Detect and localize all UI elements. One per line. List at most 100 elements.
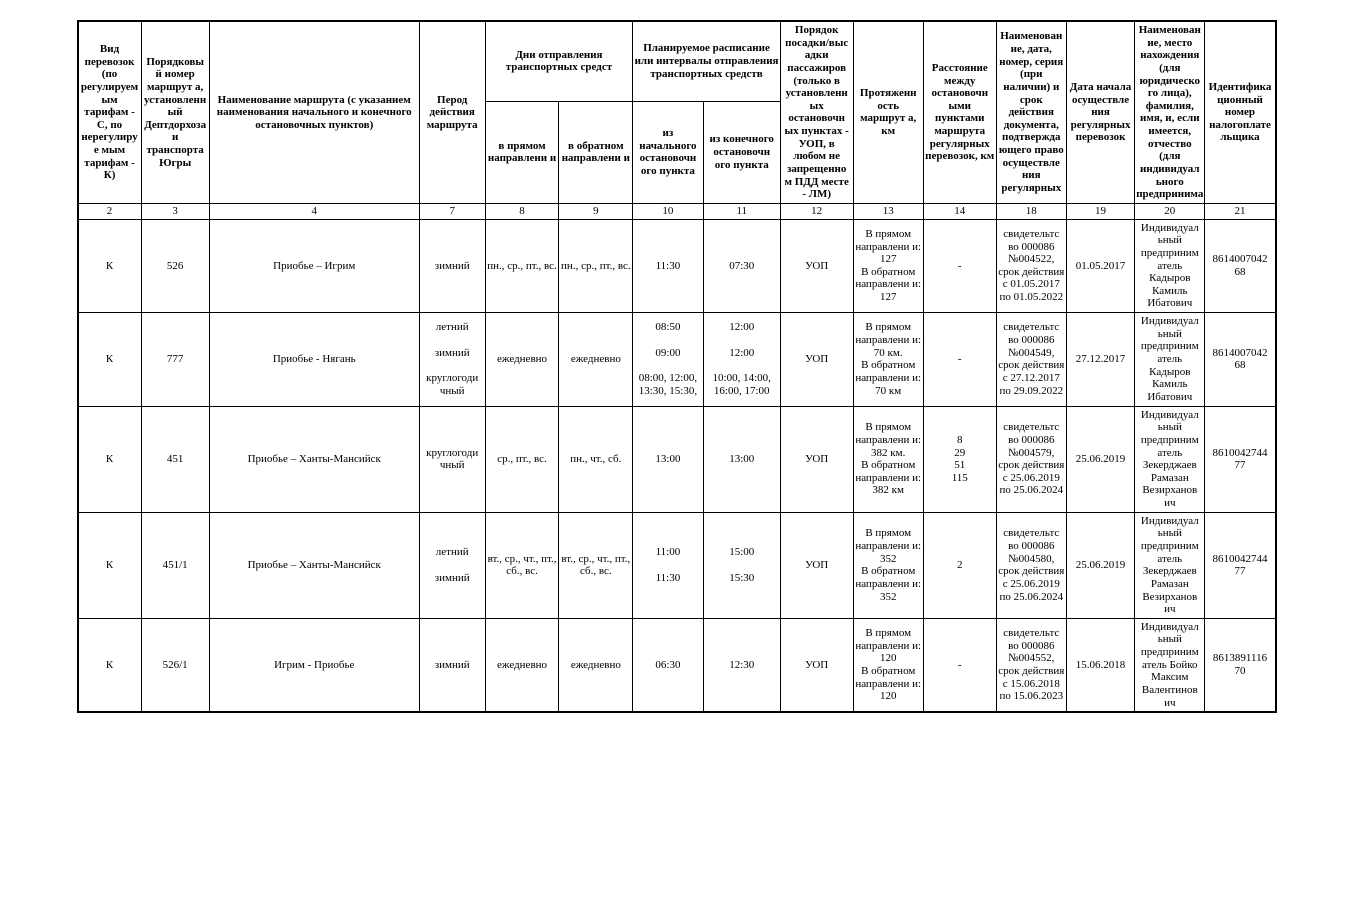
cell-c9: ежедневно [559,313,633,406]
hdr-col18: Наименован ие, дата, номер, серия (при н… [996,21,1066,203]
cell-c18: свидетельтс во 000086 №004552, срок дейс… [996,618,1066,712]
table-row: К451/1Приобье – Ханты-Мансийсклетний зим… [78,512,1276,618]
cell-c13: В прямом направлени и: 382 км. В обратно… [853,406,923,512]
cell-c11: 13:00 [703,406,780,512]
cell-text: 8614007042 68 [1212,347,1267,372]
cell-c12: УОП [780,406,853,512]
num-c19: 19 [1066,203,1134,219]
cell-text: В прямом направлени и: 127 В обратном на… [855,228,921,303]
cell-c20: Индивидуал ьный предприним атель Кадыров… [1135,219,1205,312]
num-c20: 20 [1135,203,1205,219]
column-number-row: 2 3 4 7 8 9 10 11 12 13 14 18 19 20 21 [78,203,1276,219]
cell-text: 25.06.2019 [1076,453,1126,465]
cell-text: УОП [805,559,828,571]
cell-text: ежедневно [497,659,547,671]
cell-c7: летний зимний круглогоди чный [419,313,485,406]
hdr-col20: Наименован ие, место нахождения (для юри… [1135,21,1205,203]
hdr-col8: в прямом направлени и [485,101,559,203]
cell-c11: 12:30 [703,618,780,712]
cell-c9: вт., ср., чт., пт., сб., вс. [559,512,633,618]
hdr-col10: из начального остановочн ого пункта [633,101,703,203]
hdr-col8-9-top: Дни отправления транспортных средст [485,21,633,101]
table-row: К451Приобье – Ханты-Мансийсккруглогоди ч… [78,406,1276,512]
cell-text: 07:30 [729,260,754,272]
cell-c14: 2 [923,512,996,618]
cell-c4: Приобье – Игрим [209,219,419,312]
num-c4: 4 [209,203,419,219]
cell-text: 777 [167,353,184,365]
cell-c21: 8614007042 68 [1205,313,1276,406]
cell-text: 526 [167,260,184,272]
cell-c12: УОП [780,219,853,312]
cell-text: В прямом направлени и: 352 В обратном на… [855,527,921,602]
hdr-col11: из конечного остановочн ого пункта [703,101,780,203]
cell-c13: В прямом направлени и: 70 км. В обратном… [853,313,923,406]
cell-c2: К [78,219,142,312]
hdr-col2: Вид перевозок (по регулируем ым тарифам … [78,21,142,203]
cell-text: круглогоди чный [426,447,478,472]
cell-c20: Индивидуал ьный предприним атель Зекердж… [1135,406,1205,512]
cell-c3: 526 [141,219,209,312]
cell-c13: В прямом направлени и: 352 В обратном на… [853,512,923,618]
cell-text: 08:50 09:00 08:00, 12:00, 13:30, 15:30, [639,321,697,396]
cell-text: В прямом направлени и: 70 км. В обратном… [855,321,921,396]
cell-text: Приобье – Игрим [273,260,355,272]
cell-text: Индивидуал ьный предприним атель Кадыров… [1141,222,1199,310]
cell-c19: 25.06.2019 [1066,512,1134,618]
hdr-col21: Идентифика ционный номер налогоплате льщ… [1205,21,1276,203]
cell-text: В прямом направлени и: 120 В обратном на… [855,627,921,702]
cell-text: УОП [805,260,828,272]
cell-c20: Индивидуал ьный предприним атель Кадыров… [1135,313,1205,406]
cell-text: зимний [435,260,470,272]
cell-text: 2 [957,559,963,571]
cell-c14: - [923,219,996,312]
cell-text: 15:00 15:30 [729,546,754,583]
hdr-col7: Перод действия маршрута [419,21,485,203]
cell-c10: 13:00 [633,406,703,512]
cell-text: 451 [167,453,184,465]
num-c10: 10 [633,203,703,219]
cell-c9: пн., ср., пт., вс. [559,219,633,312]
cell-c11: 12:00 12:00 10:00, 14:00, 16:00, 17:00 [703,313,780,406]
cell-text: пн., чт., сб. [570,453,621,465]
cell-text: 27.12.2017 [1076,353,1126,365]
cell-text: 13:00 [729,453,754,465]
cell-c2: К [78,512,142,618]
cell-c8: ежедневно [485,618,559,712]
cell-c3: 451 [141,406,209,512]
cell-text: 15.06.2018 [1076,659,1126,671]
cell-text: 12:00 12:00 10:00, 14:00, 16:00, 17:00 [713,321,771,396]
cell-c19: 27.12.2017 [1066,313,1134,406]
cell-c2: К [78,618,142,712]
cell-c12: УОП [780,313,853,406]
cell-c14: 8 29 51 115 [923,406,996,512]
cell-text: В прямом направлени и: 382 км. В обратно… [855,421,921,496]
cell-text: вт., ср., чт., пт., сб., вс. [561,553,630,578]
cell-c13: В прямом направлени и: 120 В обратном на… [853,618,923,712]
cell-c3: 526/1 [141,618,209,712]
num-c14: 14 [923,203,996,219]
cell-text: ежедневно [497,353,547,365]
hdr-col3: Порядковы й номер маршрут а, установленн… [141,21,209,203]
cell-c2: К [78,406,142,512]
num-c11: 11 [703,203,780,219]
cell-c20: Индивидуал ьный предприним атель Зекердж… [1135,512,1205,618]
cell-text: 11:00 11:30 [656,546,681,583]
cell-text: 8614007042 68 [1212,253,1267,278]
num-c18: 18 [996,203,1066,219]
cell-c4: Игрим - Приобье [209,618,419,712]
cell-c2: К [78,313,142,406]
cell-text: - [958,659,962,671]
cell-c8: ср., пт., вс. [485,406,559,512]
cell-text: К [106,353,113,365]
cell-text: Игрим - Приобье [274,659,354,671]
cell-text: Индивидуал ьный предприним атель Кадыров… [1141,315,1199,403]
num-c21: 21 [1205,203,1276,219]
cell-text: зимний [435,659,470,671]
cell-c8: ежедневно [485,313,559,406]
cell-c7: летний зимний [419,512,485,618]
table-body: К 526 Приобье – Игрим зимний пн., ср., пт., … [78,219,1276,712]
cell-text: 01.05.2017 [1076,260,1126,272]
cell-c18: свидетельтс во 000086 №004580, срок дейс… [996,512,1066,618]
cell-text: ежедневно [571,353,621,365]
